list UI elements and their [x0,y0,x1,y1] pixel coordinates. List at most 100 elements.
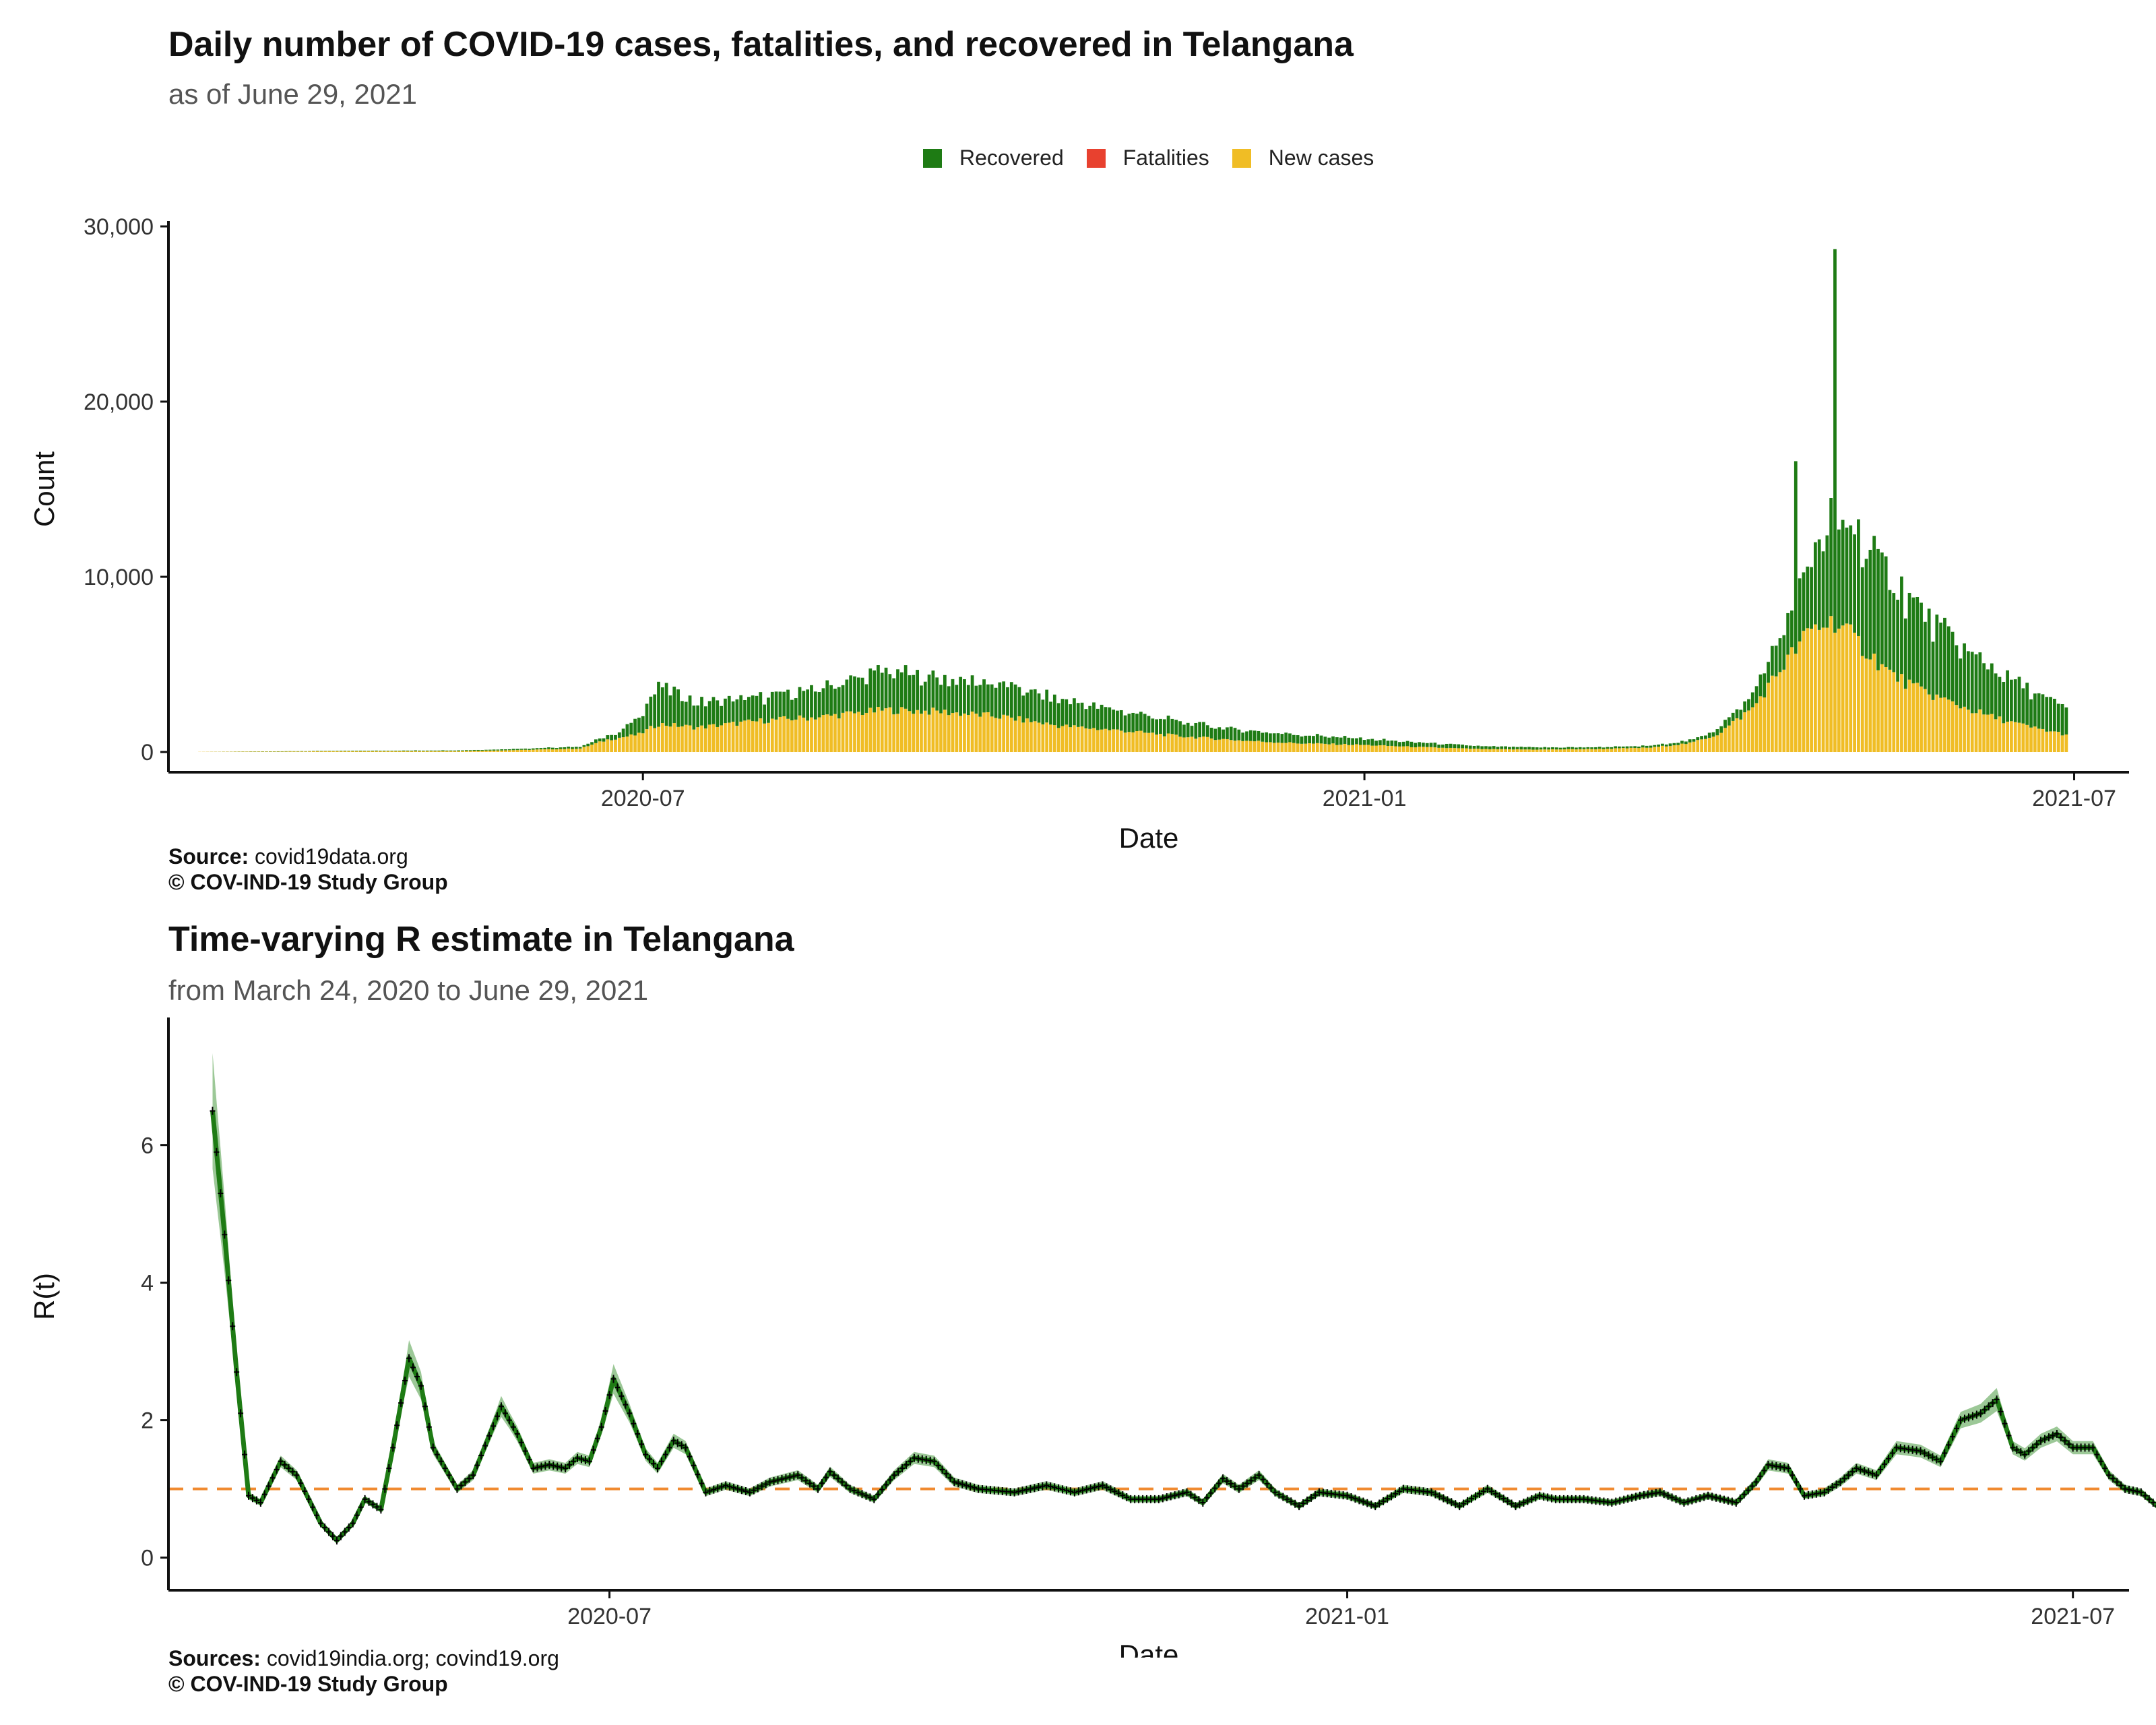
bar-new-cases [402,751,406,752]
bar-new-cases [586,746,590,752]
r-point [338,1532,344,1540]
r-point [1737,1494,1743,1503]
r-point [1885,1454,1891,1463]
bar-recovered [923,681,927,711]
r-point [294,1471,300,1480]
r-point [1545,1493,1551,1502]
bar-new-cases [1915,683,1920,752]
bar-recovered [633,718,637,736]
bar-recovered [1445,743,1449,749]
bar-recovered [657,681,660,727]
r-point [1504,1497,1511,1505]
r-point [1083,1485,1089,1494]
bar-new-cases [311,751,315,752]
bar-recovered [1496,747,1500,749]
bar-recovered [535,748,539,750]
r-point [1965,1413,1971,1422]
r-point [442,1464,448,1472]
bar-recovered [606,735,610,740]
bar-new-cases [806,720,810,752]
bar-recovered [1190,726,1194,737]
bar-recovered [1586,747,1590,749]
bar-recovered [1610,747,1614,749]
bar-recovered [1927,608,1931,695]
r-point [1428,1488,1434,1497]
bar-recovered [1880,552,1884,664]
r-point [1633,1493,1639,1501]
r-point [1721,1495,1727,1504]
r-point [334,1536,340,1545]
r-point [1878,1466,1884,1474]
bar-recovered [1398,742,1401,747]
bar-new-cases [1970,713,1974,752]
r-point [674,1439,680,1447]
bar-new-cases [1770,675,1774,752]
r-point [1392,1489,1398,1498]
bar-new-cases [1700,739,1703,752]
bar-new-cases [668,726,672,752]
bar-new-cases [1810,629,1813,752]
bar-recovered [1571,747,1574,749]
r-point [1252,1474,1258,1482]
bar-recovered [1978,652,1982,710]
bar-new-cases [1319,743,1323,752]
bar-new-cases [696,727,700,752]
r-point [571,1457,577,1466]
r-point [398,1399,404,1408]
bar-recovered [684,701,688,725]
r-point [1645,1490,1651,1499]
r-point [1372,1502,1378,1511]
bar-new-cases [1076,726,1080,752]
r-point [811,1482,817,1491]
bar-new-cases [253,751,257,752]
bar-recovered [916,670,919,710]
bar-recovered [1955,645,1959,705]
bar-recovered [1272,733,1276,743]
r-estimate-chart: 0 2 4 6 2020-07 2021-01 2021-07 Date R(t) [28,1017,2156,1658]
bar-recovered [1343,736,1347,744]
bar-new-cases [511,750,515,752]
bar-recovered [1222,729,1225,739]
r-point [1998,1407,2004,1416]
bar-recovered [1700,736,1703,740]
r-point [747,1488,753,1497]
bar-new-cases [433,751,437,752]
bar-recovered [849,675,853,712]
bar-recovered [1492,746,1496,749]
bar-new-cases [1719,732,1723,752]
bar-recovered [1597,747,1602,749]
bar-new-cases [1013,720,1017,752]
r-point [1176,1490,1182,1499]
chart2-source-label: Sources: [168,1646,261,1670]
bar-recovered [813,691,817,720]
bar-new-cases [1833,632,1837,752]
bar-new-cases [1378,745,1382,752]
bar-recovered [786,689,790,719]
r-point [218,1189,224,1197]
bar-recovered [676,689,680,727]
r-point [803,1476,809,1485]
bar-new-cases [617,737,621,752]
r-point [567,1460,573,1469]
bar-recovered [1409,741,1414,747]
r-point [318,1519,324,1528]
r-point [454,1484,460,1493]
bar-new-cases [507,750,511,752]
r-point [687,1452,693,1461]
bar-recovered [1860,567,1864,656]
bar-new-cases [492,750,496,752]
bar-recovered [810,685,813,718]
bar-new-cases [947,715,951,752]
r-point [1212,1484,1218,1493]
bar-recovered [1002,681,1006,715]
bar-recovered [1676,743,1680,745]
bar-new-cases [1571,749,1574,752]
r-point [510,1422,516,1431]
bar-recovered [1390,740,1394,746]
bar-new-cases [1453,748,1457,752]
bar-new-cases [1641,747,1645,752]
bar-recovered [864,684,868,713]
bar-new-cases [590,745,594,752]
r-point [662,1450,668,1459]
bar-recovered [1618,746,1621,749]
